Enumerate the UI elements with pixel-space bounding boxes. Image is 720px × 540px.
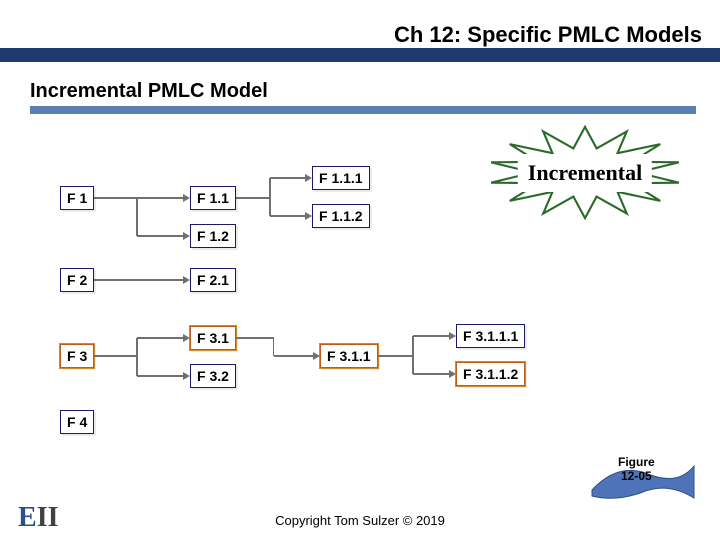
connector: [273, 338, 275, 356]
arrowhead-icon: [305, 174, 312, 182]
connector: [378, 355, 413, 357]
connector: [137, 197, 184, 199]
chapter-title: Ch 12: Specific PMLC Models: [394, 22, 702, 48]
connector: [269, 178, 271, 198]
connector: [412, 336, 414, 356]
arrowhead-icon: [305, 212, 312, 220]
connector: [137, 279, 184, 281]
burst-label: Incremental: [518, 154, 652, 192]
node-f4: F 4: [60, 410, 94, 434]
arrowhead-icon: [183, 276, 190, 284]
arrowhead-icon: [183, 372, 190, 380]
connector: [94, 355, 137, 357]
connector: [136, 356, 138, 376]
arrowhead-icon: [313, 352, 320, 360]
arrowhead-icon: [449, 332, 456, 340]
connector: [270, 177, 306, 179]
node-f3: F 3: [60, 344, 94, 368]
node-f111: F 1.1.1: [312, 166, 370, 190]
node-f112: F 1.1.2: [312, 204, 370, 228]
connector: [270, 215, 306, 217]
node-f3112: F 3.1.1.2: [456, 362, 525, 386]
node-f12: F 1.2: [190, 224, 236, 248]
node-f21: F 2.1: [190, 268, 236, 292]
copyright-text: Copyright Tom Sulzer © 2019: [275, 513, 445, 528]
node-f32: F 3.2: [190, 364, 236, 388]
connector: [269, 198, 271, 216]
connector: [236, 197, 270, 199]
burst-callout: Incremental: [470, 125, 700, 220]
connector: [413, 373, 450, 375]
connector: [136, 198, 138, 236]
node-f2: F 2: [60, 268, 94, 292]
figure-badge-line2: 12-05: [618, 470, 655, 484]
connector: [137, 337, 184, 339]
arrowhead-icon: [449, 370, 456, 378]
node-f3111: F 3.1.1.1: [456, 324, 525, 348]
connector: [236, 337, 274, 339]
node-f311: F 3.1.1: [320, 344, 378, 368]
section-title: Incremental PMLC Model: [30, 80, 268, 103]
node-f11: F 1.1: [190, 186, 236, 210]
connector: [94, 197, 137, 199]
section-underline: [30, 106, 696, 114]
arrowhead-icon: [183, 232, 190, 240]
logo-letters-ii: II: [37, 502, 59, 533]
figure-badge: Figure 12-05: [618, 456, 655, 484]
connector: [137, 235, 184, 237]
connector: [136, 338, 138, 356]
node-f31: F 3.1: [190, 326, 236, 350]
connector: [137, 375, 184, 377]
node-f1: F 1: [60, 186, 94, 210]
connector: [94, 279, 137, 281]
connector: [413, 335, 450, 337]
connector: [412, 356, 414, 374]
arrowhead-icon: [183, 334, 190, 342]
figure-badge-line1: Figure: [618, 456, 655, 470]
arrowhead-icon: [183, 194, 190, 202]
connector: [274, 355, 314, 357]
logo-letter-e: E: [18, 502, 37, 533]
logo: EII: [18, 502, 58, 534]
